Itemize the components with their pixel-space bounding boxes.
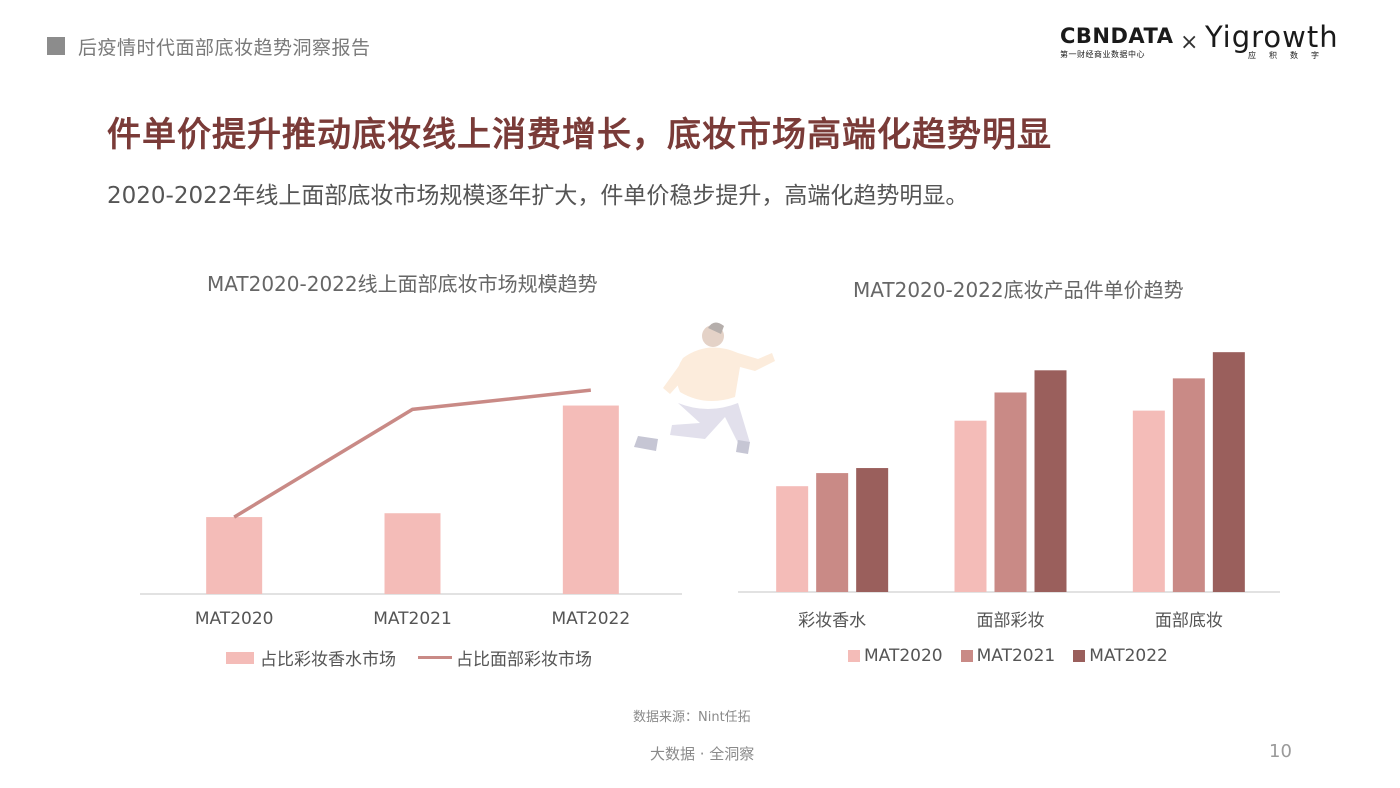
cbndata-logo: CBNDATA 第一财经商业数据中心	[1060, 24, 1174, 60]
chart2-legend: MAT2020 MAT2021 MAT2022	[848, 646, 1190, 666]
report-title: 后疫情时代面部底妆趋势洞察报告	[78, 37, 371, 59]
chart2-bar	[994, 392, 1027, 592]
chart2-bar	[1034, 370, 1067, 592]
chart2-legend-mat2022-swatch	[1073, 650, 1086, 662]
chart2-bar	[816, 473, 849, 592]
chart2-legend-mat2020-label: MAT2020	[864, 646, 943, 666]
logo-group: CBNDATA 第一财经商业数据中心 × Yigrowth 应积数字	[1060, 20, 1360, 68]
jumping-person-illustration	[634, 322, 775, 454]
chart2-legend-mat2022: MAT2022	[1073, 646, 1168, 666]
chart1-bar	[384, 513, 441, 594]
chart2-bar	[776, 486, 809, 592]
chart2-legend-mat2021-swatch	[960, 650, 973, 662]
chart2-bar	[1172, 378, 1205, 592]
chart1-legend-line-label: 占比面部彩妆市场	[456, 650, 592, 670]
chart2-legend-mat2021-label: MAT2021	[976, 646, 1056, 666]
cbndata-logo-text: CBNDATA	[1060, 24, 1174, 48]
chart2-x-tick: 面部底妆	[1155, 611, 1223, 631]
header-square-icon	[47, 37, 65, 55]
chart1-x-tick: MAT2021	[373, 609, 452, 629]
page-title: 件单价提升推动底妆线上消费增长，底妆市场高端化趋势明显	[107, 115, 1052, 155]
chart2-legend-mat2020: MAT2020	[848, 646, 943, 666]
figure-shoe-left	[634, 436, 658, 451]
chart2-legend-mat2022-label: MAT2022	[1089, 646, 1168, 666]
cbndata-logo-subtext: 第一财经商业数据中心	[1060, 50, 1145, 59]
chart1-title: MAT2020-2022线上面部底妆市场规模趋势	[207, 272, 598, 296]
figure-shoe-right	[736, 440, 750, 454]
chart1-bar	[206, 517, 263, 594]
chart2-unit-price: 彩妆香水 面部彩妆 面部底妆	[738, 352, 1280, 631]
page-number: 10	[1269, 741, 1292, 762]
chart1-legend-bar-swatch	[226, 651, 254, 664]
chart1-legend: 占比彩妆香水市场 占比面部彩妆市场	[226, 645, 614, 670]
chart2-bar	[954, 420, 987, 592]
figure-hair	[708, 322, 724, 334]
chart1-line-series	[233, 388, 592, 519]
chart1-x-tick: MAT2022	[552, 609, 631, 629]
figure-arm	[663, 363, 690, 394]
chart1-legend-bar-label: 占比彩妆香水市场	[260, 650, 396, 670]
chart1-bar	[562, 405, 619, 594]
footer-slogan: 大数据 · 全洞察	[650, 745, 755, 763]
chart1-market-size: MAT2020 MAT2021 MAT2022	[140, 388, 682, 629]
data-source: 数据来源：Nint任拓	[633, 710, 751, 725]
yigrowth-logo: Yigrowth 应积数字	[1205, 20, 1339, 61]
chart1-x-tick: MAT2020	[195, 609, 274, 629]
chart2-legend-mat2020-swatch	[848, 650, 860, 662]
chart2-bar	[856, 468, 889, 592]
chart2-title: MAT2020-2022底妆产品件单价趋势	[853, 278, 1184, 302]
chart2-legend-mat2021: MAT2021	[960, 646, 1056, 666]
chart1-legend-bar: 占比彩妆香水市场	[226, 645, 396, 670]
logo-separator: ×	[1180, 30, 1199, 55]
figure-shirt	[676, 347, 775, 401]
chart2-x-tick: 彩妆香水	[798, 611, 866, 631]
chart1-legend-line: 占比面部彩妆市场	[418, 645, 592, 670]
page-subtitle: 2020-2022年线上面部底妆市场规模逐年扩大，件单价稳步提升，高端化趋势明显…	[107, 183, 969, 209]
chart2-bar	[1132, 410, 1165, 592]
chart2-bar	[1212, 352, 1245, 592]
figure-head	[702, 325, 724, 347]
yigrowth-logo-text: Yigrowth	[1205, 20, 1339, 54]
chart2-x-tick: 面部彩妆	[977, 611, 1045, 631]
figure-pants	[670, 403, 750, 447]
yigrowth-logo-subtext: 应积数字	[1248, 51, 1332, 60]
chart1-legend-line-swatch	[418, 656, 452, 659]
